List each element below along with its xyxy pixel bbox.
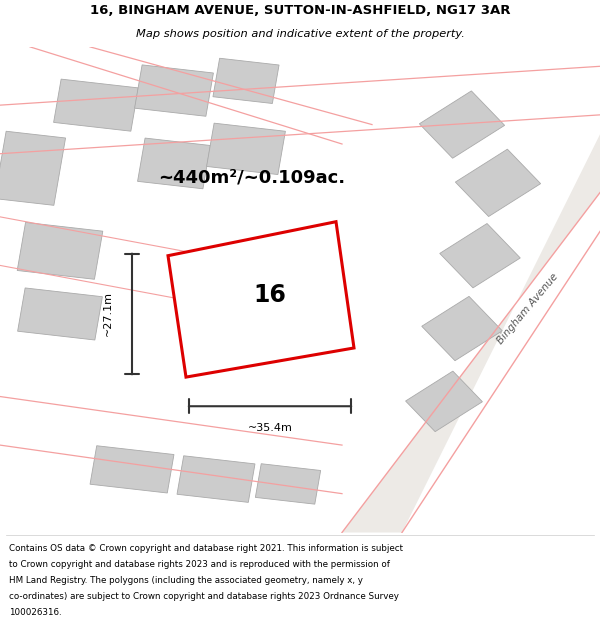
Polygon shape: [256, 464, 320, 504]
Polygon shape: [17, 288, 103, 340]
Polygon shape: [440, 224, 520, 288]
Text: Bingham Avenue: Bingham Avenue: [496, 272, 560, 346]
Text: ~27.1m: ~27.1m: [103, 291, 113, 336]
Text: 100026316.: 100026316.: [9, 608, 62, 618]
Text: Map shows position and indicative extent of the property.: Map shows position and indicative extent…: [136, 29, 464, 39]
Polygon shape: [206, 123, 286, 174]
Polygon shape: [419, 91, 505, 158]
Polygon shape: [422, 296, 502, 361]
Polygon shape: [342, 134, 600, 532]
Text: co-ordinates) are subject to Crown copyright and database rights 2023 Ordnance S: co-ordinates) are subject to Crown copyr…: [9, 592, 399, 601]
Text: ~35.4m: ~35.4m: [248, 423, 292, 433]
Text: 16, BINGHAM AVENUE, SUTTON-IN-ASHFIELD, NG17 3AR: 16, BINGHAM AVENUE, SUTTON-IN-ASHFIELD, …: [90, 4, 510, 17]
Polygon shape: [0, 131, 65, 206]
Text: HM Land Registry. The polygons (including the associated geometry, namely x, y: HM Land Registry. The polygons (includin…: [9, 576, 363, 585]
Text: 16: 16: [254, 282, 286, 306]
Polygon shape: [137, 138, 211, 189]
Polygon shape: [406, 371, 482, 432]
Polygon shape: [134, 65, 214, 116]
Polygon shape: [168, 222, 354, 377]
Text: ~440m²/~0.109ac.: ~440m²/~0.109ac.: [158, 169, 346, 187]
Text: Contains OS data © Crown copyright and database right 2021. This information is : Contains OS data © Crown copyright and d…: [9, 544, 403, 552]
Polygon shape: [53, 79, 139, 131]
Polygon shape: [90, 446, 174, 493]
Polygon shape: [455, 149, 541, 216]
Polygon shape: [177, 456, 255, 503]
Text: to Crown copyright and database rights 2023 and is reproduced with the permissio: to Crown copyright and database rights 2…: [9, 560, 390, 569]
Polygon shape: [213, 58, 279, 104]
Polygon shape: [17, 222, 103, 279]
